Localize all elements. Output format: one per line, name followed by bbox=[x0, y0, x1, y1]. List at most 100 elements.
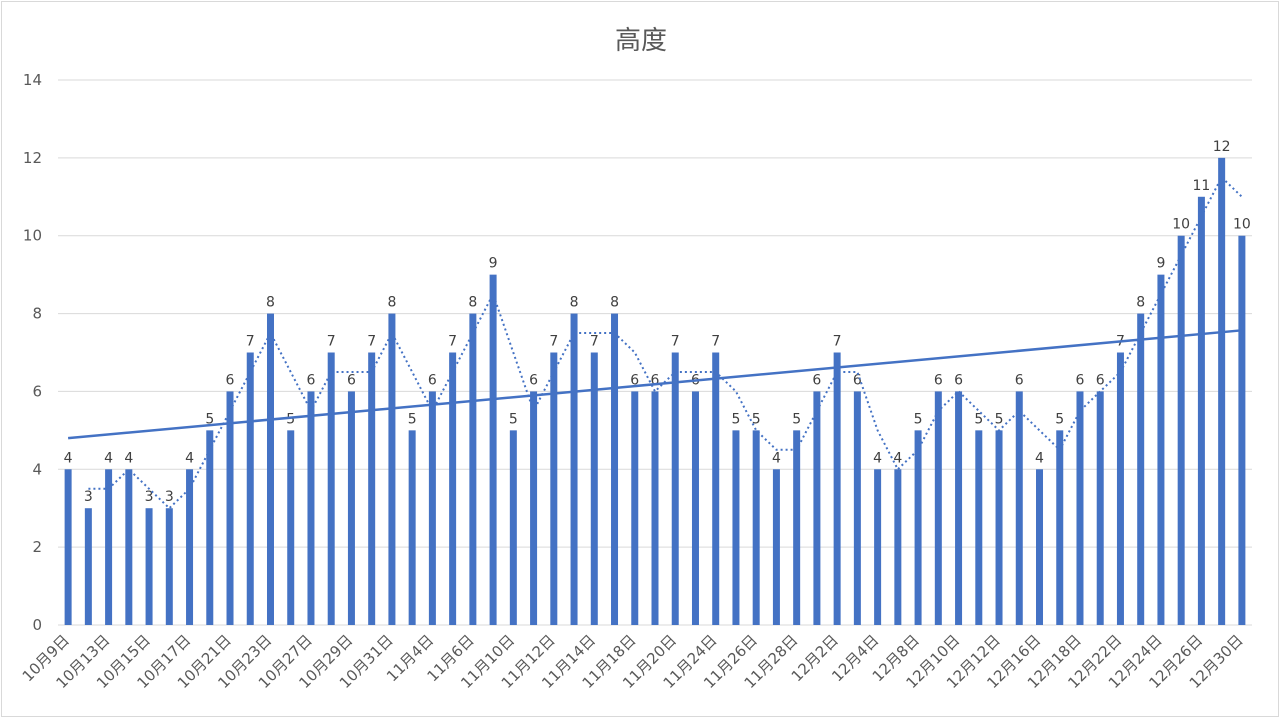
y-tick-label: 10 bbox=[23, 227, 42, 245]
bar bbox=[691, 391, 699, 625]
data-label: 4 bbox=[772, 450, 781, 466]
bar bbox=[772, 469, 780, 625]
data-label: 7 bbox=[549, 334, 558, 350]
data-label: 11 bbox=[1192, 178, 1210, 194]
chart-title: 高度 bbox=[614, 26, 667, 56]
moving-average-line bbox=[88, 175, 1243, 510]
bar bbox=[368, 352, 376, 625]
data-label: 8 bbox=[1136, 295, 1145, 311]
data-label: 5 bbox=[974, 411, 983, 427]
data-label: 3 bbox=[145, 489, 154, 505]
bar bbox=[186, 469, 194, 625]
data-label: 7 bbox=[590, 334, 599, 350]
data-label: 6 bbox=[651, 372, 660, 388]
bar bbox=[631, 391, 639, 625]
bar bbox=[408, 430, 416, 625]
bar bbox=[914, 430, 922, 625]
data-label: 6 bbox=[347, 372, 356, 388]
bar bbox=[64, 469, 72, 625]
data-label: 4 bbox=[124, 450, 133, 466]
data-label: 8 bbox=[570, 295, 579, 311]
data-label: 9 bbox=[489, 256, 498, 272]
y-tick-label: 4 bbox=[32, 460, 42, 478]
data-label: 4 bbox=[64, 450, 73, 466]
bar bbox=[934, 391, 942, 625]
bar bbox=[955, 391, 963, 625]
bar bbox=[752, 430, 760, 625]
bar bbox=[853, 391, 861, 625]
bar bbox=[793, 430, 801, 625]
bar bbox=[894, 469, 902, 625]
data-label: 6 bbox=[630, 372, 639, 388]
y-tick-label: 12 bbox=[23, 149, 42, 167]
data-label: 5 bbox=[731, 411, 740, 427]
bar bbox=[388, 313, 396, 625]
data-label: 5 bbox=[752, 411, 761, 427]
data-label: 6 bbox=[307, 372, 316, 388]
bar bbox=[651, 391, 659, 625]
bar bbox=[287, 430, 295, 625]
data-label: 5 bbox=[792, 411, 801, 427]
bar bbox=[874, 469, 882, 625]
bar bbox=[671, 352, 679, 625]
data-label: 6 bbox=[529, 372, 538, 388]
bar bbox=[1076, 391, 1084, 625]
data-label: 6 bbox=[812, 372, 821, 388]
bar bbox=[1096, 391, 1104, 625]
bar bbox=[712, 352, 720, 625]
data-label: 5 bbox=[1055, 411, 1064, 427]
bar bbox=[1157, 274, 1165, 625]
data-label: 6 bbox=[853, 372, 862, 388]
y-tick-label: 0 bbox=[32, 616, 42, 634]
data-label: 5 bbox=[408, 411, 417, 427]
bar bbox=[246, 352, 254, 625]
bar bbox=[1015, 391, 1023, 625]
data-label: 3 bbox=[165, 489, 174, 505]
y-tick-label: 2 bbox=[32, 538, 42, 556]
data-label: 6 bbox=[1076, 372, 1085, 388]
bar bbox=[975, 430, 983, 625]
data-label: 6 bbox=[226, 372, 235, 388]
bar bbox=[226, 391, 234, 625]
bar bbox=[449, 352, 457, 625]
y-tick-label: 8 bbox=[32, 305, 42, 323]
bar bbox=[489, 274, 497, 625]
data-label: 4 bbox=[873, 450, 882, 466]
data-label: 9 bbox=[1156, 256, 1165, 272]
bar bbox=[1218, 157, 1226, 625]
bar bbox=[995, 430, 1003, 625]
data-label: 4 bbox=[185, 450, 194, 466]
data-label: 6 bbox=[1015, 372, 1024, 388]
bar bbox=[813, 391, 821, 625]
data-label: 6 bbox=[934, 372, 943, 388]
data-label: 3 bbox=[84, 489, 93, 505]
data-label: 7 bbox=[833, 334, 842, 350]
bar bbox=[428, 391, 436, 625]
y-tick-label: 6 bbox=[32, 382, 42, 400]
bar bbox=[105, 469, 113, 625]
bar bbox=[347, 391, 355, 625]
bar bbox=[307, 391, 315, 625]
bar bbox=[550, 352, 558, 625]
data-label: 5 bbox=[286, 411, 295, 427]
data-label: 7 bbox=[246, 334, 255, 350]
bar bbox=[732, 430, 740, 625]
data-label: 8 bbox=[266, 295, 275, 311]
bar bbox=[509, 430, 517, 625]
data-label: 5 bbox=[995, 411, 1004, 427]
bar bbox=[1137, 313, 1145, 625]
bar bbox=[570, 313, 578, 625]
data-label: 6 bbox=[1096, 372, 1105, 388]
data-label: 6 bbox=[428, 372, 437, 388]
y-tick-label: 14 bbox=[23, 71, 42, 89]
bar bbox=[611, 313, 619, 625]
bar bbox=[530, 391, 538, 625]
bar bbox=[1238, 235, 1246, 625]
bar bbox=[165, 508, 173, 625]
data-label: 4 bbox=[893, 450, 902, 466]
data-label: 8 bbox=[468, 295, 477, 311]
data-label: 7 bbox=[448, 334, 457, 350]
bar bbox=[125, 469, 133, 625]
